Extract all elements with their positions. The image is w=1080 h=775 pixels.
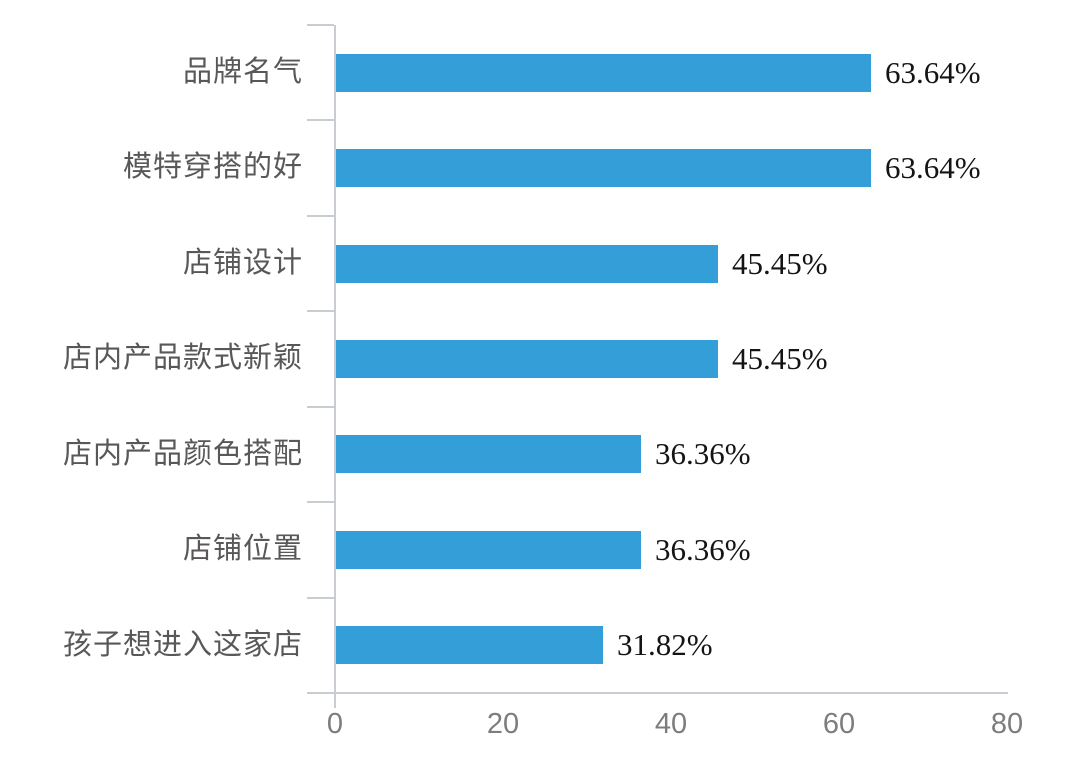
category-label: 店铺设计 [182, 246, 303, 279]
x-axis-line [307, 692, 1008, 694]
value-label: 45.45% [732, 245, 828, 281]
value-label: 31.82% [617, 627, 713, 663]
y-axis-tick [307, 24, 334, 26]
value-label: 36.36% [655, 531, 751, 567]
category-label: 店内产品颜色搭配 [62, 437, 303, 470]
x-tick-label: 40 [654, 708, 688, 740]
bar [336, 626, 603, 665]
bar [336, 340, 718, 378]
y-axis-line [334, 25, 336, 708]
value-label: 36.36% [655, 436, 751, 472]
value-label: 63.64% [885, 54, 981, 90]
bar [336, 530, 641, 569]
bar [336, 53, 871, 92]
y-axis-tick [307, 501, 334, 504]
category-label: 店内产品款式新颖 [62, 342, 303, 375]
value-label: 45.45% [732, 341, 828, 376]
value-label: 63.64% [885, 150, 981, 186]
x-tick-label: 60 [822, 708, 856, 740]
x-tick-label: 80 [990, 708, 1024, 740]
category-label: 品牌名气 [182, 56, 303, 88]
category-label: 模特穿搭的好 [122, 151, 303, 184]
x-tick-label: 0 [326, 708, 344, 740]
y-axis-tick [307, 214, 334, 217]
category-label: 店铺位置 [182, 533, 303, 566]
y-axis-tick [307, 596, 334, 599]
y-axis-tick [307, 405, 334, 408]
x-tick-label: 20 [486, 708, 520, 740]
bar [336, 435, 641, 474]
category-label: 孩子想进入这家店 [62, 628, 303, 661]
bar [336, 149, 871, 188]
y-axis-tick [307, 310, 334, 313]
y-axis-tick [307, 119, 334, 122]
bar [336, 244, 718, 283]
